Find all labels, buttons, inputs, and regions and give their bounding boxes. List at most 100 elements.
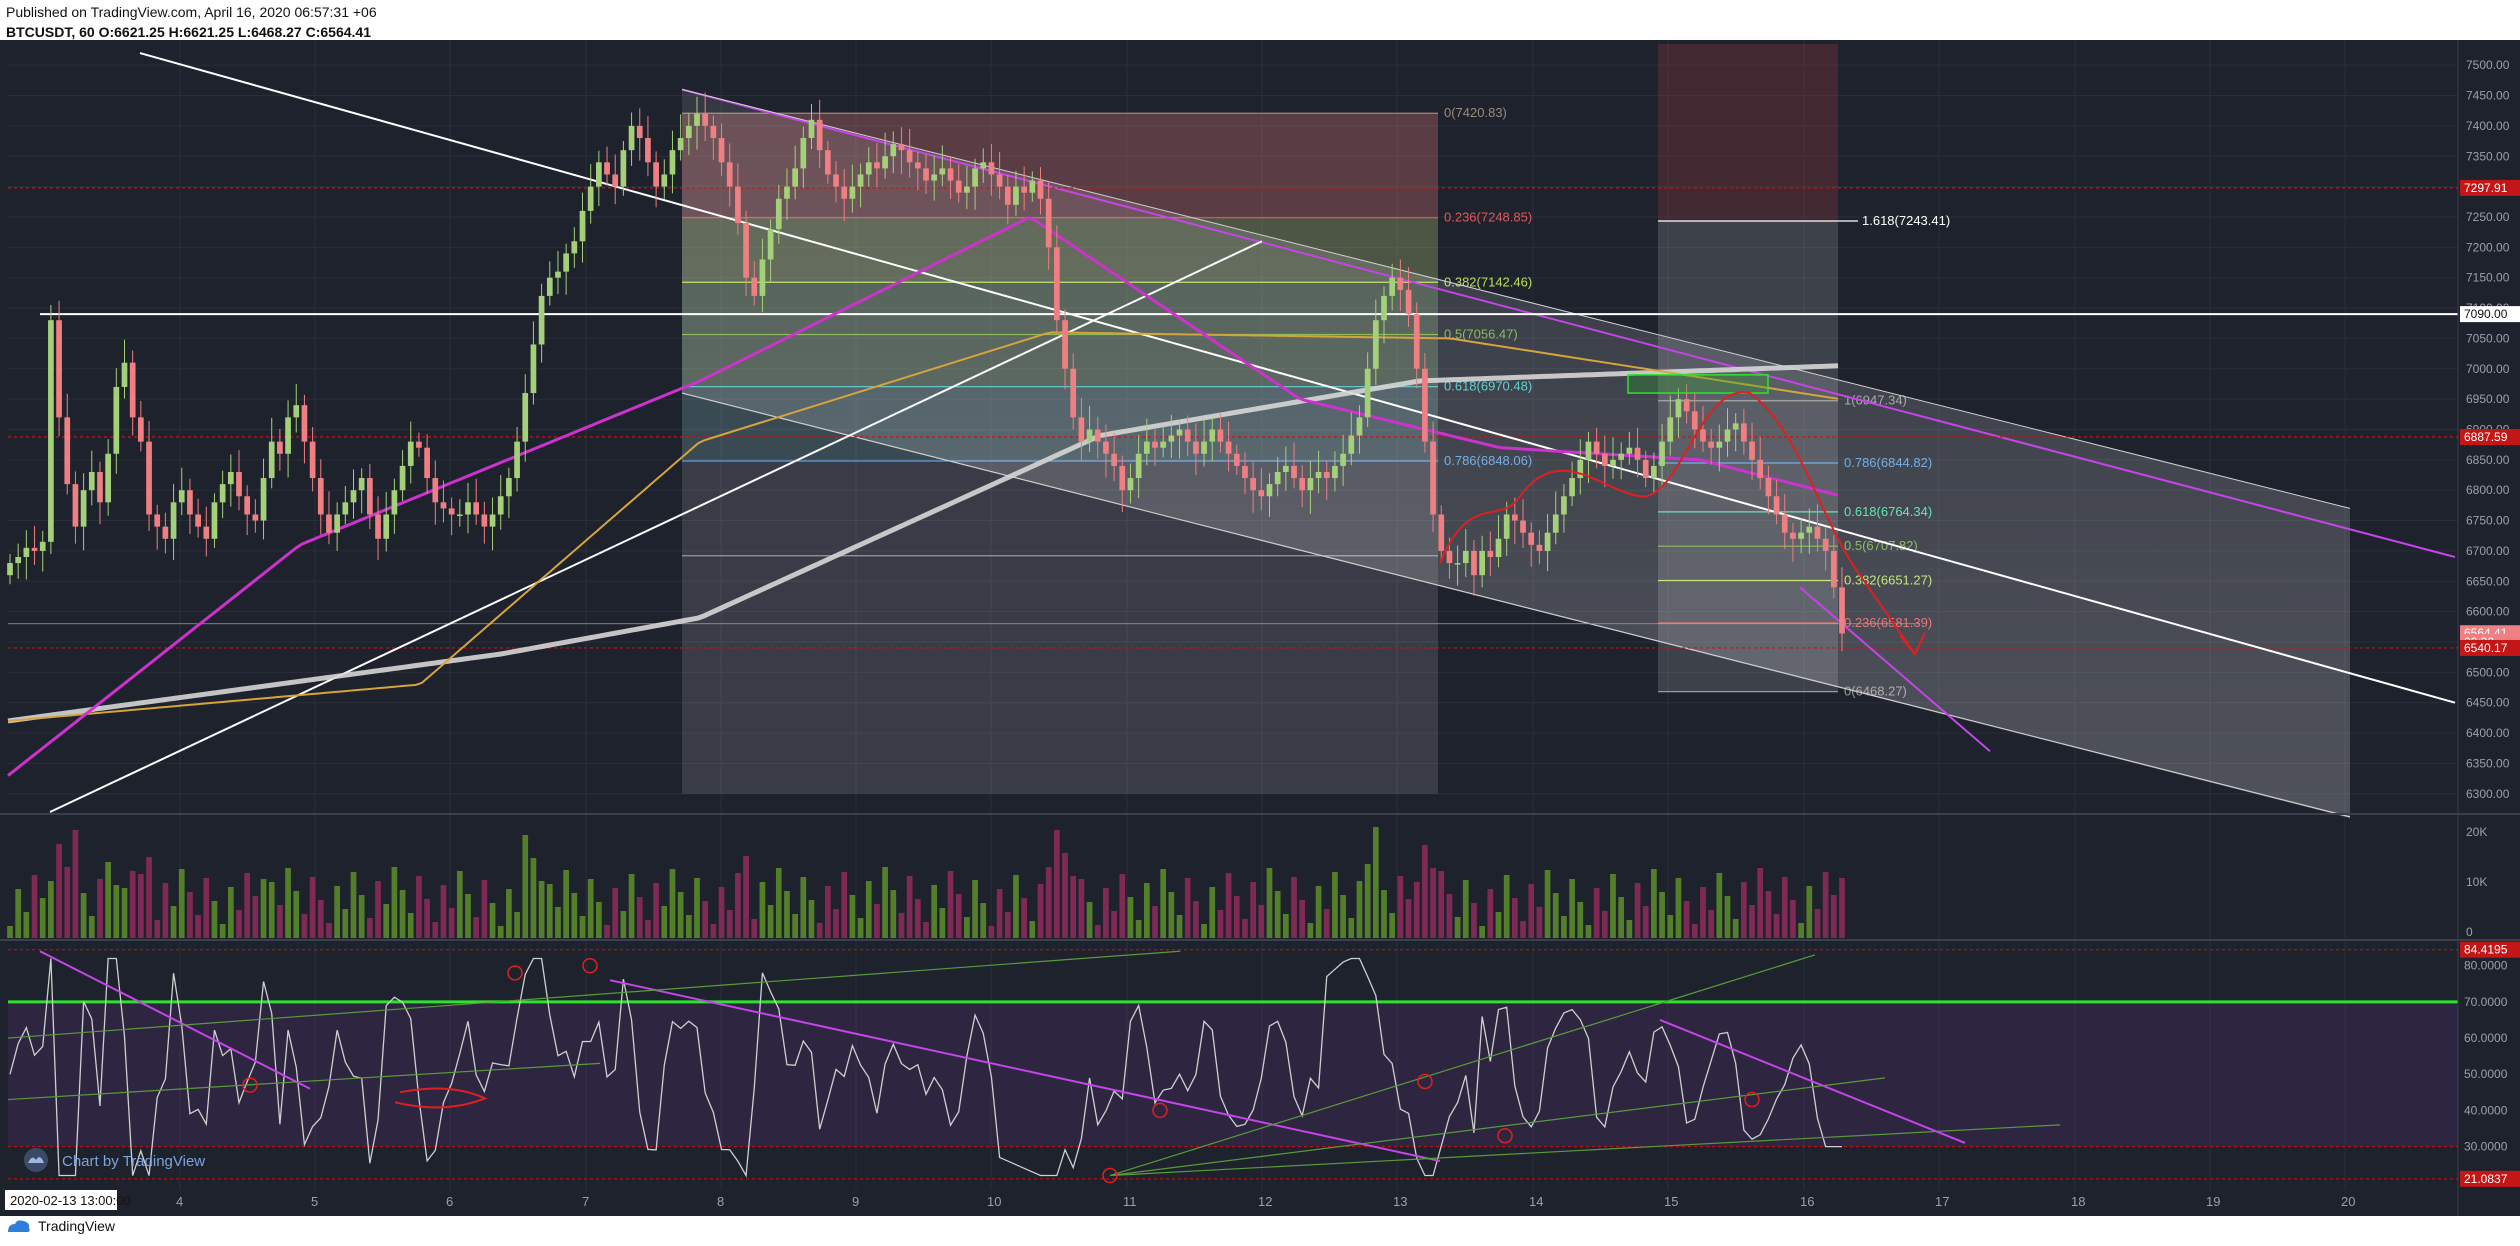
fib-level-label: 0.236(7248.85) — [1444, 210, 1532, 225]
candle-body — [833, 174, 839, 187]
candle-body — [1716, 441, 1723, 448]
candle-body — [710, 125, 717, 139]
candle-body — [456, 514, 463, 516]
rsi-tick-label: 60.0000 — [2464, 1031, 2508, 1045]
volume-bar — [522, 835, 529, 938]
candle-body — [1422, 368, 1428, 442]
volume-bar — [1487, 889, 1494, 938]
candle-body — [530, 344, 537, 394]
candle-body — [1193, 441, 1199, 454]
footer: TradingView — [6, 1218, 115, 1234]
candle-body — [1528, 532, 1535, 545]
volume-bar — [448, 908, 455, 938]
rsi-tick-label: 80.0000 — [2464, 959, 2508, 973]
candle-body — [367, 478, 373, 515]
candle-body — [1397, 277, 1404, 290]
rsi-green-trendline — [1109, 1124, 2061, 1177]
candle-body — [914, 162, 921, 169]
candle-body — [440, 502, 447, 509]
candle-body — [1184, 429, 1191, 442]
volume-bar — [1683, 901, 1690, 938]
volume-bar — [1176, 915, 1183, 938]
price-label-box — [2460, 306, 2520, 323]
candle-body — [301, 405, 308, 442]
price-pane: 0(7420.83)0.236(7248.85)0.382(7142.46)0.… — [7, 40, 2458, 1190]
volume-bar — [1029, 921, 1036, 938]
volume-bar — [162, 883, 169, 938]
fib-level-label: 0.382(7142.46) — [1444, 274, 1532, 289]
volume-bar — [1168, 892, 1175, 938]
volume-bar — [285, 868, 291, 938]
candle-body — [1814, 526, 1821, 539]
volume-bar — [1413, 882, 1420, 938]
candle-body — [309, 441, 316, 479]
volume-bar — [1062, 853, 1068, 938]
volume-bar — [1438, 871, 1445, 938]
candle-body — [64, 417, 71, 485]
rsi-divergence-marker — [1744, 1091, 1760, 1108]
volume-bar — [1021, 898, 1027, 938]
candle-body — [1700, 429, 1706, 442]
candle-body — [620, 150, 627, 187]
volume-bar — [1405, 899, 1412, 938]
candle-body — [350, 490, 357, 503]
candle-body — [1045, 198, 1052, 248]
projection-line — [1799, 586, 1991, 753]
volume-bar — [326, 923, 332, 938]
candle-body — [571, 241, 578, 254]
volume-bar — [939, 908, 946, 938]
volume-bar — [1601, 911, 1608, 938]
ma-mid-line — [7, 331, 1839, 722]
x-tick-label: 7 — [582, 1194, 589, 1209]
rsi-divergence-marker — [1497, 1127, 1513, 1144]
rsi-divergence-marker — [1152, 1102, 1168, 1119]
candle-body — [980, 162, 987, 169]
candle-body — [1438, 514, 1445, 551]
candle-body — [146, 441, 152, 515]
volume-bar — [56, 844, 62, 938]
volume-bar — [596, 902, 602, 938]
volume-bar — [890, 890, 897, 938]
candle-body — [170, 502, 177, 539]
volume-bar — [849, 895, 856, 938]
price-label-box — [2460, 429, 2520, 446]
candle-body — [1070, 368, 1077, 418]
candle-body — [1708, 441, 1714, 448]
volume-bar — [1422, 845, 1428, 938]
volume-bar — [432, 922, 439, 938]
volume-bar — [1143, 883, 1150, 938]
y-tick-label: 7000.00 — [2466, 362, 2510, 376]
candle-body — [178, 490, 185, 503]
candle-body — [1094, 429, 1101, 442]
volume-bar — [1070, 876, 1077, 938]
candle-body — [546, 277, 553, 296]
volume-bar — [31, 875, 38, 938]
candle-body — [473, 502, 480, 515]
candle-body — [465, 502, 471, 515]
candle-body — [906, 150, 913, 163]
volume-bar — [1356, 881, 1363, 938]
volume-bar — [342, 909, 349, 938]
volume-bar — [865, 881, 872, 938]
y-tick-label: 6350.00 — [2466, 756, 2510, 770]
candle-body — [375, 514, 381, 539]
candle-body — [522, 393, 529, 442]
volume-bar — [1119, 874, 1126, 938]
candle-body — [677, 138, 684, 151]
volume-bar — [1184, 878, 1191, 938]
volume-bar — [358, 895, 365, 938]
volume-bar — [1528, 884, 1535, 938]
volume-bar — [203, 878, 210, 938]
x-tick-label: 20 — [2341, 1194, 2355, 1209]
volume-bar — [497, 926, 504, 938]
volume-bar — [775, 868, 782, 938]
volume-bar — [113, 885, 120, 938]
candle-body — [1651, 465, 1657, 479]
volume-bar — [1552, 893, 1559, 938]
candle-body — [268, 441, 275, 479]
candle-body — [1037, 180, 1044, 199]
volume-bar — [252, 896, 259, 938]
volume-bar — [64, 867, 71, 938]
projection-curve — [1439, 391, 1916, 655]
